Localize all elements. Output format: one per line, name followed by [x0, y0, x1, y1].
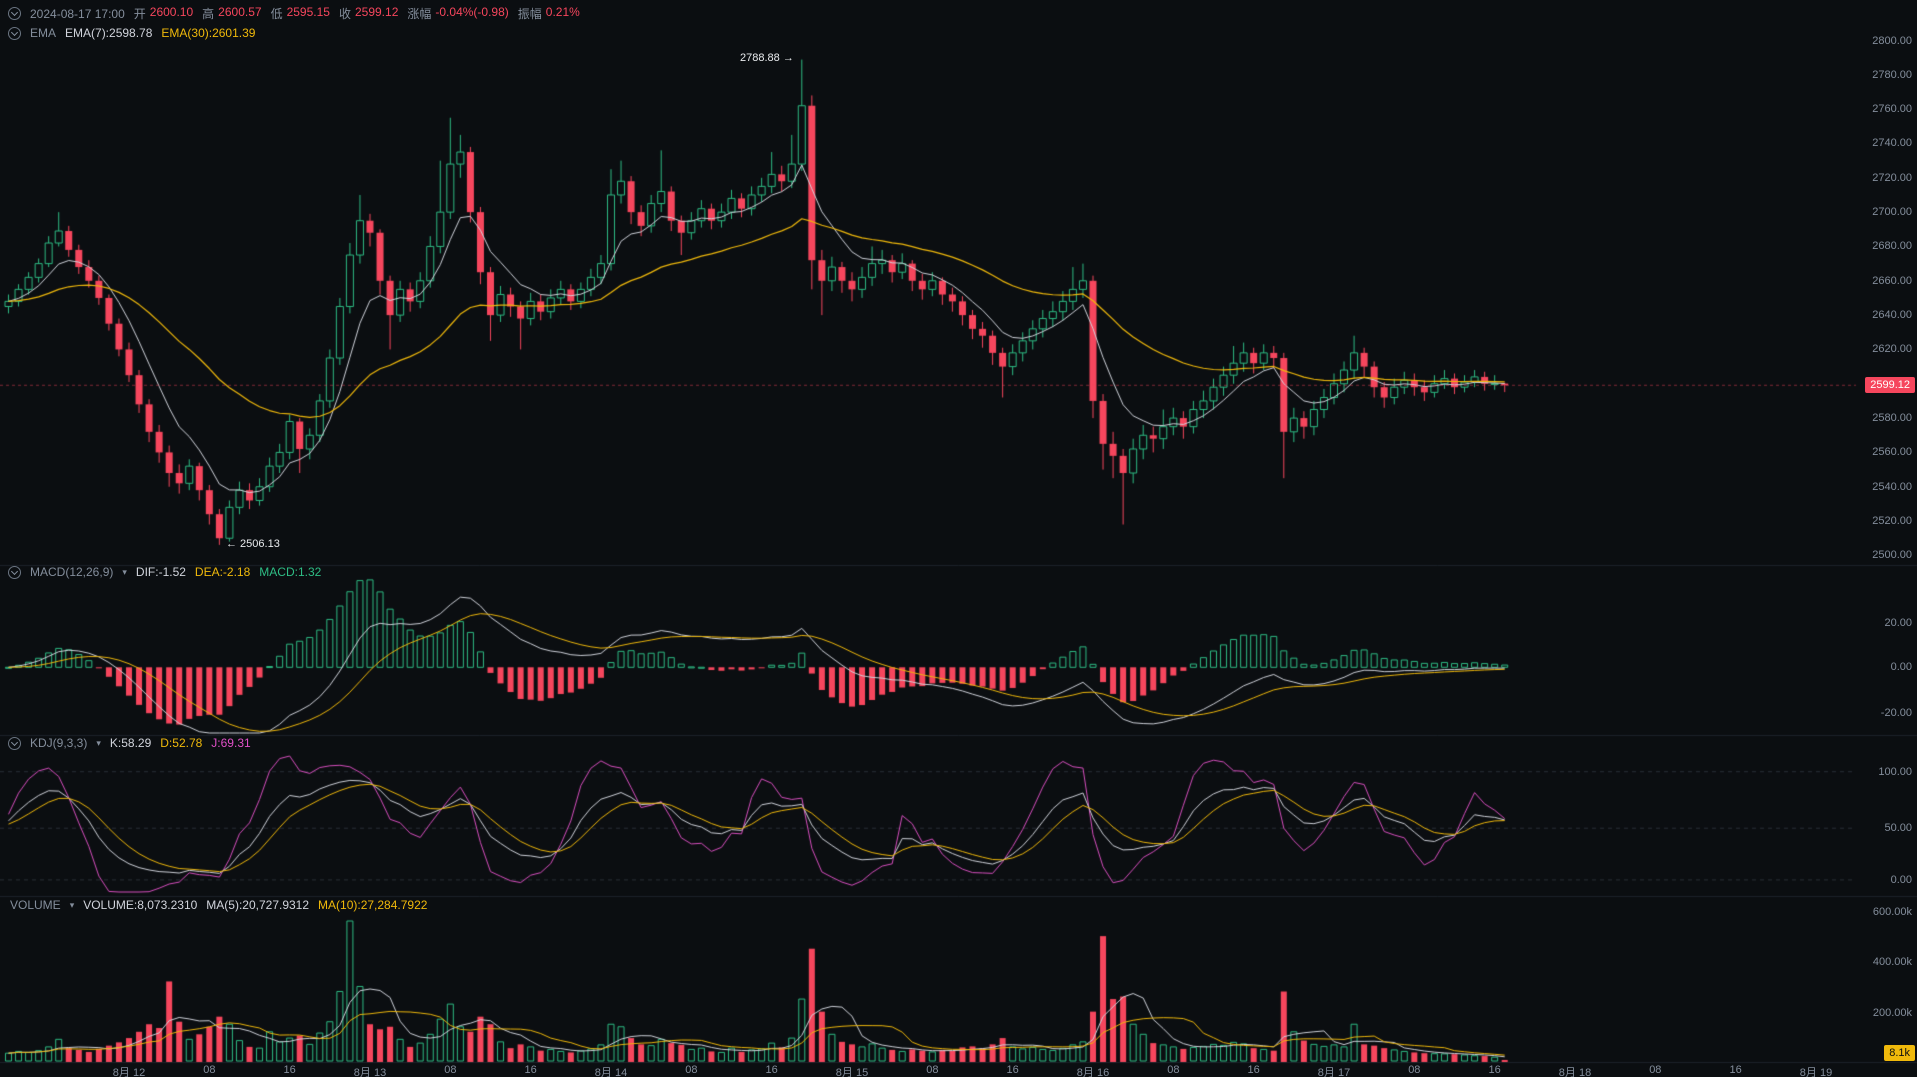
macd-header: MACD(12,26,9) ▾ DIF:-1.52 DEA:-2.18 MACD…: [8, 565, 321, 579]
close-value: 2599.12: [354, 5, 399, 19]
volume-header: VOLUME ▾ VOLUME:8,073.2310 MA(5):20,727.…: [10, 898, 427, 912]
close-label: 收: [338, 7, 351, 21]
ema-toggle-icon[interactable]: [8, 26, 21, 40]
open-label: 开: [133, 7, 146, 21]
last-price-badge: 2599.12: [1865, 377, 1915, 393]
macd-toggle-icon[interactable]: [8, 565, 21, 579]
kdj-toggle-icon[interactable]: [8, 736, 21, 750]
ema7-value: EMA(7):2598.78: [65, 26, 153, 40]
high-value: 2600.57: [218, 5, 262, 19]
open-value: 2600.10: [149, 5, 194, 19]
candle-datetime: 2024-08-17 17:00: [30, 6, 125, 21]
macd-name[interactable]: MACD(12,26,9): [30, 565, 114, 579]
kdj-name[interactable]: KDJ(9,3,3): [30, 736, 88, 750]
ohlc-header: 2024-08-17 17:00 开 2600.10 高 2600.57 低 2595…: [8, 5, 580, 22]
ema30-value: EMA(30):2601.39: [161, 26, 256, 40]
high-price-annotation: 2788.88 →: [740, 52, 794, 64]
kdj-dropdown-icon[interactable]: ▾: [96, 737, 101, 748]
amplitude-value: 0.21%: [545, 5, 580, 19]
kdj-d-value: D:52.78: [160, 736, 203, 750]
volume-dropdown-icon[interactable]: ▾: [69, 899, 75, 910]
ema-group-label[interactable]: EMA: [30, 26, 57, 40]
collapse-chevron-icon[interactable]: [8, 7, 21, 20]
kdj-k-value: K:58.29: [109, 736, 152, 750]
macd-hist-value: MACD:1.32: [259, 565, 322, 579]
change-value: -0.04%(-0.98): [435, 5, 509, 19]
volume-ma10-value: MA(10):27,284.7922: [318, 898, 428, 912]
kdj-header: KDJ(9,3,3) ▾ K:58.29 D:52.78 J:69.31: [8, 736, 251, 750]
volume-value: VOLUME:8,073.2310: [83, 898, 198, 912]
volume-name[interactable]: VOLUME: [10, 898, 61, 912]
amplitude-label: 振幅: [517, 7, 542, 21]
last-volume-badge: 8.1k: [1884, 1045, 1915, 1061]
low-price-annotation: ← 2506.13: [226, 538, 280, 550]
change-label: 涨幅: [407, 7, 432, 21]
low-label: 低: [270, 7, 283, 21]
low-value: 2595.15: [286, 5, 330, 19]
macd-dif-value: DIF:-1.52: [135, 565, 186, 579]
kdj-j-value: J:69.31: [211, 736, 251, 750]
volume-ma5-value: MA(5):20,727.9312: [206, 898, 310, 912]
macd-dropdown-icon[interactable]: ▾: [122, 566, 127, 577]
macd-dea-value: DEA:-2.18: [194, 565, 251, 579]
ema-header: EMA EMA(7):2598.78 EMA(30):2601.39: [8, 26, 255, 40]
high-label: 高: [202, 7, 215, 21]
